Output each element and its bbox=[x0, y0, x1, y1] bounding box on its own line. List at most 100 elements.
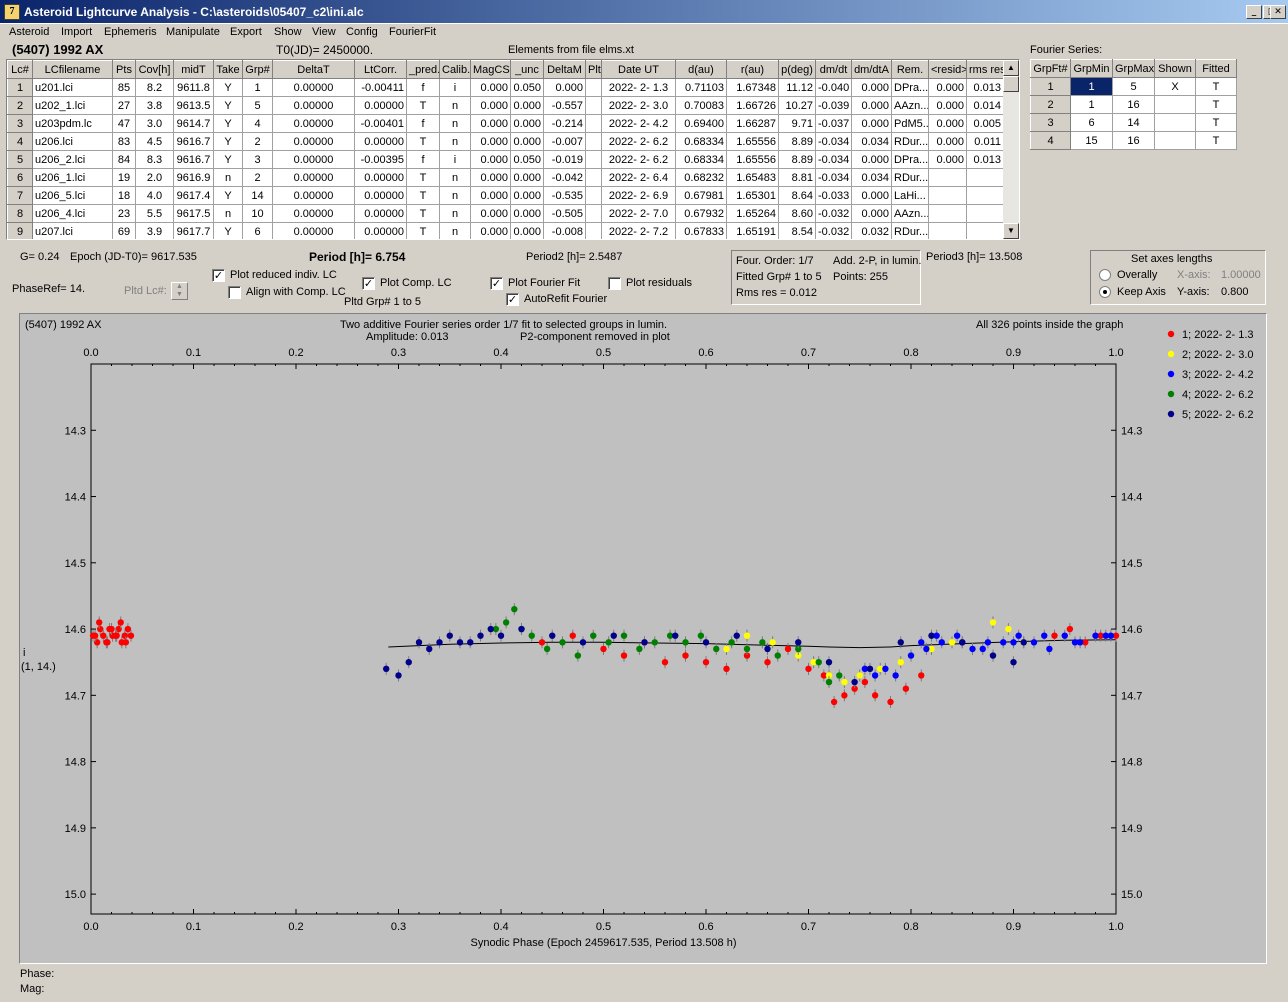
table-cell[interactable]: n bbox=[439, 186, 471, 205]
table-row[interactable]: 8 u206_4.lci 23 5.5 9617.5 n 10 0.00000 0.00000 T… bbox=[7, 204, 1004, 223]
lc-col-header[interactable]: r(au) bbox=[726, 60, 779, 79]
table-row[interactable]: 2 1 16 T bbox=[1030, 95, 1237, 114]
keep-axis-radio[interactable] bbox=[1099, 286, 1111, 298]
lc-col-header[interactable]: dm/dtA bbox=[851, 60, 892, 79]
lc-col-header[interactable]: Grp# bbox=[242, 60, 273, 79]
table-cell[interactable]: 1 bbox=[242, 78, 273, 97]
table-cell[interactable]: u206_4.lci bbox=[32, 204, 113, 223]
period3-value[interactable]: Period3 [h]= 13.508 bbox=[926, 251, 1023, 263]
table-cell[interactable]: 2022- 2- 6.2 bbox=[601, 150, 676, 169]
table-cell[interactable]: -0.034 bbox=[815, 168, 852, 187]
table-cell[interactable]: 0.000 bbox=[510, 186, 544, 205]
table-cell[interactable]: AAzn... bbox=[891, 204, 929, 223]
table-cell[interactable]: 0.00000 bbox=[272, 222, 355, 239]
table-cell[interactable] bbox=[585, 222, 602, 239]
row-header[interactable]: 2 bbox=[7, 96, 33, 115]
table-cell[interactable]: n bbox=[439, 168, 471, 187]
plot-comp-checkbox[interactable]: ✓ bbox=[362, 277, 375, 290]
table-cell[interactable]: T bbox=[406, 186, 440, 205]
table-cell[interactable]: -0.032 bbox=[815, 204, 852, 223]
table-cell[interactable]: DPra... bbox=[891, 78, 929, 97]
table-cell[interactable]: 0.000 bbox=[928, 114, 967, 133]
overally-radio[interactable] bbox=[1099, 269, 1111, 281]
table-cell[interactable]: -0.535 bbox=[543, 186, 586, 205]
table-cell[interactable]: 1.67348 bbox=[726, 78, 779, 97]
table-cell[interactable]: 3.0 bbox=[135, 114, 174, 133]
table-cell[interactable]: 16 bbox=[1112, 95, 1155, 114]
table-cell[interactable]: 9617.5 bbox=[173, 204, 214, 223]
epoch-value[interactable]: Epoch (JD-T0)= 9617.535 bbox=[70, 251, 197, 263]
table-cell[interactable] bbox=[585, 96, 602, 115]
table-cell[interactable]: -0.039 bbox=[815, 96, 852, 115]
scroll-up-icon[interactable]: ▲ bbox=[1003, 60, 1019, 76]
table-row[interactable]: 7 u206_5.lci 18 4.0 9617.4 Y 14 0.00000 0.00000 T… bbox=[7, 186, 1004, 205]
table-cell[interactable]: 0.00000 bbox=[272, 150, 355, 169]
lc-col-header[interactable]: d(au) bbox=[675, 60, 727, 79]
lc-col-header[interactable]: <resid> bbox=[928, 60, 967, 79]
spin-down-icon[interactable]: ▼ bbox=[176, 291, 183, 298]
lc-col-header[interactable]: MagCS bbox=[470, 60, 511, 79]
table-cell[interactable]: -0.505 bbox=[543, 204, 586, 223]
plot-fourier-checkbox[interactable]: ✓ bbox=[490, 277, 503, 290]
table-cell[interactable]: 0.014 bbox=[966, 96, 1004, 115]
table-cell[interactable]: 0.050 bbox=[510, 78, 544, 97]
table-cell[interactable]: Y bbox=[213, 78, 243, 97]
table-cell[interactable]: T bbox=[406, 132, 440, 151]
table-cell[interactable]: 4.0 bbox=[135, 186, 174, 205]
table-cell[interactable]: T bbox=[1195, 77, 1237, 96]
table-cell[interactable] bbox=[966, 204, 1004, 223]
table-cell[interactable]: 0.000 bbox=[510, 114, 544, 133]
table-cell[interactable]: 8.89 bbox=[778, 150, 816, 169]
pltd-lc-spinner[interactable]: ▲ ▼ bbox=[171, 282, 188, 300]
table-cell[interactable]: 0.000 bbox=[928, 150, 967, 169]
table-cell[interactable]: 9616.9 bbox=[173, 168, 214, 187]
table-cell[interactable] bbox=[585, 78, 602, 97]
menu-ephemeris[interactable]: Ephemeris bbox=[104, 26, 157, 38]
table-cell[interactable]: -0.037 bbox=[815, 114, 852, 133]
table-cell[interactable]: 0.000 bbox=[928, 132, 967, 151]
table-cell[interactable] bbox=[928, 168, 967, 187]
table-cell[interactable]: T bbox=[1195, 131, 1237, 150]
table-cell[interactable]: Y bbox=[213, 96, 243, 115]
lc-col-header[interactable]: Calib. bbox=[439, 60, 471, 79]
table-cell[interactable]: 0.013 bbox=[966, 150, 1004, 169]
table-cell[interactable]: 9617.4 bbox=[173, 186, 214, 205]
table-cell[interactable]: 0.00000 bbox=[272, 78, 355, 97]
table-cell[interactable]: 0.000 bbox=[470, 114, 511, 133]
table-cell[interactable]: 3.9 bbox=[135, 222, 174, 239]
table-cell[interactable]: 0.00000 bbox=[354, 186, 407, 205]
table-cell[interactable] bbox=[1154, 95, 1196, 114]
scroll-down-icon[interactable]: ▼ bbox=[1003, 223, 1019, 239]
table-cell[interactable]: 2 bbox=[242, 132, 273, 151]
table-cell[interactable]: 11.12 bbox=[778, 78, 816, 97]
table-cell[interactable]: 0.00000 bbox=[354, 168, 407, 187]
table-cell[interactable]: 2022- 2- 6.2 bbox=[601, 132, 676, 151]
table-cell[interactable]: f bbox=[406, 78, 440, 97]
table-cell[interactable]: 2022- 2- 7.2 bbox=[601, 222, 676, 239]
table-cell[interactable]: -0.040 bbox=[815, 78, 852, 97]
table-cell[interactable]: 0.00000 bbox=[272, 186, 355, 205]
table-cell[interactable]: 0.000 bbox=[470, 204, 511, 223]
table-cell[interactable]: 1.65556 bbox=[726, 150, 779, 169]
table-cell[interactable]: -0.034 bbox=[815, 150, 852, 169]
table-cell[interactable] bbox=[1154, 131, 1196, 150]
row-header[interactable]: 2 bbox=[1030, 95, 1071, 114]
table-cell[interactable]: RDur... bbox=[891, 222, 929, 239]
period2-value[interactable]: Period2 [h]= 2.5487 bbox=[526, 251, 623, 263]
fourier-series-table[interactable]: GrpFt# GrpMin GrpMax Shown Fitted 1 1 5 X T 2 1 16 T… bbox=[1030, 59, 1237, 150]
lc-col-header[interactable]: midT bbox=[173, 60, 214, 79]
table-cell[interactable]: u206_1.lci bbox=[32, 168, 113, 187]
table-cell[interactable] bbox=[585, 168, 602, 187]
lc-col-header[interactable]: Rem. bbox=[891, 60, 929, 79]
phaseref-value[interactable]: PhaseRef= 14. bbox=[12, 283, 86, 295]
table-cell[interactable]: 0.000 bbox=[851, 204, 892, 223]
table-cell[interactable]: -0.019 bbox=[543, 150, 586, 169]
row-header[interactable]: 1 bbox=[1030, 77, 1071, 96]
lc-col-header[interactable]: Cov[h] bbox=[135, 60, 174, 79]
fourier-col-header[interactable]: GrpMin bbox=[1070, 59, 1113, 78]
table-cell[interactable]: 0.000 bbox=[470, 222, 511, 239]
table-cell[interactable]: -0.557 bbox=[543, 96, 586, 115]
